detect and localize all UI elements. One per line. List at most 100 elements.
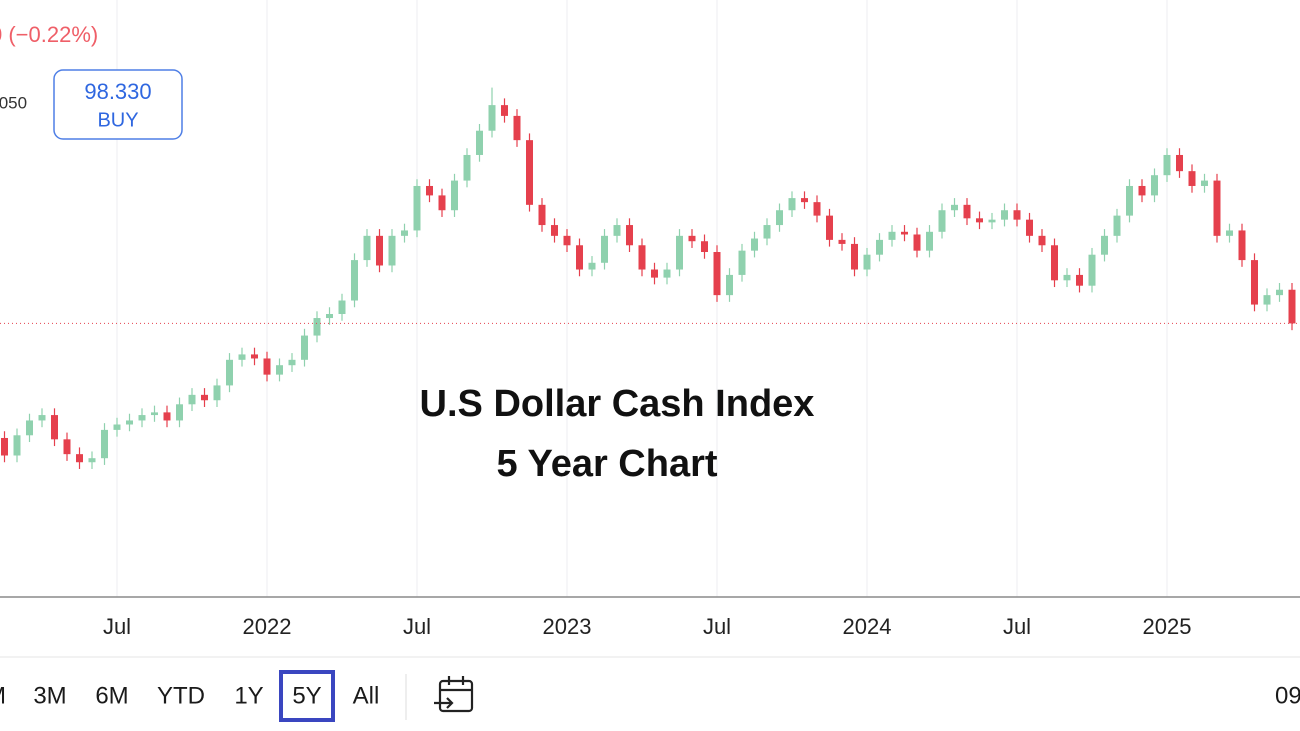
candle-body <box>1013 210 1021 220</box>
time-fragment: 09 <box>1275 682 1300 709</box>
date-range-icon[interactable] <box>434 676 474 713</box>
candle-body <box>376 235 383 266</box>
candle-body <box>513 115 521 141</box>
candle-body <box>413 185 421 231</box>
candle-body <box>751 238 758 251</box>
candle-body <box>1138 185 1146 196</box>
candle-body <box>1063 274 1071 281</box>
x-tick-label: 2022 <box>243 614 292 639</box>
candle-body <box>138 415 146 421</box>
candle-body <box>1076 274 1083 286</box>
buy-button[interactable] <box>53 69 183 140</box>
candle-body <box>213 385 221 401</box>
candle-body <box>538 204 546 226</box>
candle-body <box>901 231 908 235</box>
candle-body <box>201 394 208 401</box>
range-button[interactable]: YTD <box>157 682 205 709</box>
grid <box>116 0 1168 597</box>
candle-body <box>313 318 321 336</box>
candle-body <box>476 130 483 155</box>
candle-body <box>26 420 33 436</box>
candle-body <box>276 365 283 375</box>
candle-body <box>1051 245 1058 281</box>
candle-body <box>913 234 921 251</box>
candle-body <box>863 254 871 270</box>
candle-body <box>651 269 658 278</box>
candle-body <box>1238 230 1246 261</box>
candle-body <box>438 195 446 211</box>
candle-body <box>101 429 108 459</box>
candle-body <box>588 262 596 270</box>
candle-body <box>976 218 983 223</box>
range-button[interactable]: M <box>0 682 6 709</box>
x-labels: Jul 2022 Jul 2023 Jul 2024 Jul 2025 <box>103 614 1192 639</box>
candle-body <box>926 231 933 251</box>
candle-body <box>426 185 433 196</box>
candle-body <box>326 313 333 319</box>
buy-label[interactable]: BUY <box>97 109 138 131</box>
buy-price[interactable]: 98.330 <box>84 79 151 104</box>
candle-body <box>351 260 358 301</box>
candle-body <box>188 394 196 405</box>
x-tick-label: Jul <box>103 614 131 639</box>
candle-body <box>1213 180 1221 236</box>
candle-body <box>626 225 633 246</box>
candle-body <box>176 404 183 421</box>
candle-body <box>238 354 246 360</box>
candle-body <box>801 198 808 203</box>
candle-body <box>1026 219 1033 236</box>
candle-body <box>226 359 233 386</box>
candle-body <box>301 335 308 360</box>
candle-body <box>813 202 821 216</box>
candle-body <box>576 245 583 270</box>
candle-body <box>76 454 83 463</box>
range-button[interactable]: All <box>353 682 380 709</box>
candle-body <box>1226 230 1233 236</box>
range-button[interactable]: 3M <box>33 682 66 709</box>
x-tick-label: 2023 <box>543 614 592 639</box>
candle-body <box>1038 235 1046 246</box>
range-button[interactable]: 6M <box>95 682 128 709</box>
candle-body <box>1263 295 1271 305</box>
range-button[interactable]: 1Y <box>234 682 263 709</box>
candle-body <box>1188 171 1196 186</box>
candle-body <box>451 180 458 211</box>
candle-body <box>251 354 258 359</box>
candle-body <box>1 437 8 456</box>
price-fragment: .050 <box>0 93 27 112</box>
candle-body <box>463 154 471 181</box>
candle-body <box>113 424 121 430</box>
candle-body <box>13 435 21 456</box>
candle-body <box>1126 185 1133 216</box>
candle-body <box>1276 289 1283 296</box>
candle-body <box>888 231 896 240</box>
candle-body <box>263 358 271 375</box>
candle-body <box>363 235 371 261</box>
range-button[interactable]: 5Y <box>292 682 321 709</box>
x-tick-label: 2025 <box>1143 614 1192 639</box>
candle-body <box>688 235 696 242</box>
candle-body <box>288 359 296 366</box>
candle-body <box>713 252 721 296</box>
x-tick-label: Jul <box>703 614 731 639</box>
candle-body <box>151 412 158 416</box>
candle-body <box>1088 254 1096 286</box>
candle-body <box>1251 260 1258 305</box>
candle-body <box>126 420 133 425</box>
candle-body <box>1113 215 1121 236</box>
candle-body <box>88 458 96 463</box>
candle-body <box>338 300 346 314</box>
candle-body <box>701 241 708 253</box>
candle-body <box>826 215 833 240</box>
candle-body <box>676 235 683 270</box>
candle-body <box>1151 175 1158 196</box>
candle-body <box>638 245 646 270</box>
candle-body <box>838 239 846 244</box>
candle-body <box>788 198 796 211</box>
candle-body <box>951 204 958 211</box>
candle-body <box>526 140 533 205</box>
candle-body <box>1163 154 1171 176</box>
x-tick-label: Jul <box>403 614 431 639</box>
candle-body <box>851 243 858 270</box>
